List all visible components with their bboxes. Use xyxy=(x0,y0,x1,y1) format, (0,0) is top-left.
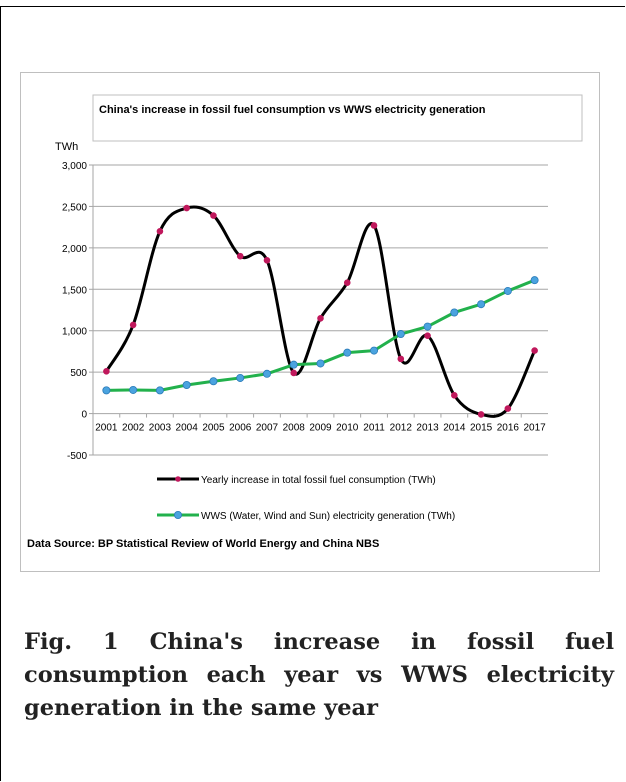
page-frame xyxy=(0,6,625,781)
data-point xyxy=(129,385,138,394)
legend-marker-2 xyxy=(173,510,182,519)
data-point xyxy=(503,286,512,295)
chart-title: China's increase in fossil fuel consumpt… xyxy=(99,104,486,116)
data-point xyxy=(396,330,405,339)
data-point xyxy=(103,368,110,375)
chart-container: China's increase in fossil fuel consumpt… xyxy=(20,72,600,572)
data-point xyxy=(210,212,217,219)
data-point xyxy=(477,300,486,309)
data-point xyxy=(209,377,218,386)
data-point xyxy=(316,359,325,368)
data-point xyxy=(343,348,352,357)
data-point xyxy=(236,373,245,382)
data-point xyxy=(451,392,458,399)
data-point xyxy=(343,279,351,286)
data-point xyxy=(182,380,191,389)
y-tick-label: 2,000 xyxy=(62,244,87,255)
data-point xyxy=(423,322,432,331)
data-point xyxy=(236,252,244,260)
series-line-2 xyxy=(106,278,536,392)
data-point xyxy=(129,321,137,329)
x-tick-label: 2012 xyxy=(390,423,413,434)
data-point xyxy=(263,256,271,264)
data-point xyxy=(397,355,405,363)
data-point xyxy=(317,314,324,322)
y-tick-label: 500 xyxy=(70,368,87,379)
data-point xyxy=(530,276,539,285)
series-line-1 xyxy=(105,205,536,418)
data-point xyxy=(504,405,512,412)
data-point xyxy=(156,227,164,235)
x-tick-label: 2003 xyxy=(149,423,172,434)
y-tick-label: 2,500 xyxy=(62,202,87,213)
data-source: Data Source: BP Statistical Review of Wo… xyxy=(27,538,379,550)
x-tick-label: 2013 xyxy=(416,423,439,434)
x-tick-label: 2002 xyxy=(122,423,145,434)
data-point xyxy=(155,386,164,395)
x-tick-label: 2008 xyxy=(283,423,306,434)
x-tick-label: 2010 xyxy=(336,423,359,434)
data-point xyxy=(183,204,190,212)
x-tick-label: 2016 xyxy=(497,423,520,434)
figure-caption: Fig. 1 China's increase in fossil fuel c… xyxy=(24,629,614,721)
y-tick-label: 1,500 xyxy=(62,285,87,296)
x-tick-label: 2006 xyxy=(229,423,252,434)
x-tick-label: 2009 xyxy=(309,423,332,434)
x-tick-label: 2011 xyxy=(363,423,385,434)
y-tick-label: 0 xyxy=(81,410,87,421)
chart-title-box xyxy=(92,94,583,142)
data-point xyxy=(289,360,298,369)
data-point xyxy=(477,411,485,418)
data-point xyxy=(450,308,459,317)
data-point xyxy=(531,347,538,354)
x-tick-label: 2015 xyxy=(470,423,493,434)
chart-svg: China's increase in fossil fuel consumpt… xyxy=(27,94,583,550)
legend-label-1: Yearly increase in total fossil fuel con… xyxy=(201,475,436,486)
y-tick-label: 1,000 xyxy=(62,327,87,338)
x-tick-label: 2017 xyxy=(523,423,546,434)
y-axis-label: TWh xyxy=(55,141,78,153)
legend-marker-1 xyxy=(175,476,181,482)
data-point xyxy=(262,369,271,378)
y-tick-label: -500 xyxy=(67,451,87,462)
x-tick-label: 2005 xyxy=(202,423,225,434)
data-point xyxy=(290,369,298,377)
data-point xyxy=(102,386,111,395)
data-point xyxy=(370,346,379,355)
data-point xyxy=(370,222,378,229)
x-tick-label: 2004 xyxy=(176,423,199,434)
y-tick-label: 3,000 xyxy=(62,161,87,172)
x-tick-label: 2014 xyxy=(443,423,466,434)
legend-label-2: WWS (Water, Wind and Sun) electricity ge… xyxy=(201,511,455,522)
data-point xyxy=(424,332,431,339)
x-tick-label: 2001 xyxy=(95,423,118,434)
x-tick-label: 2007 xyxy=(256,423,279,434)
